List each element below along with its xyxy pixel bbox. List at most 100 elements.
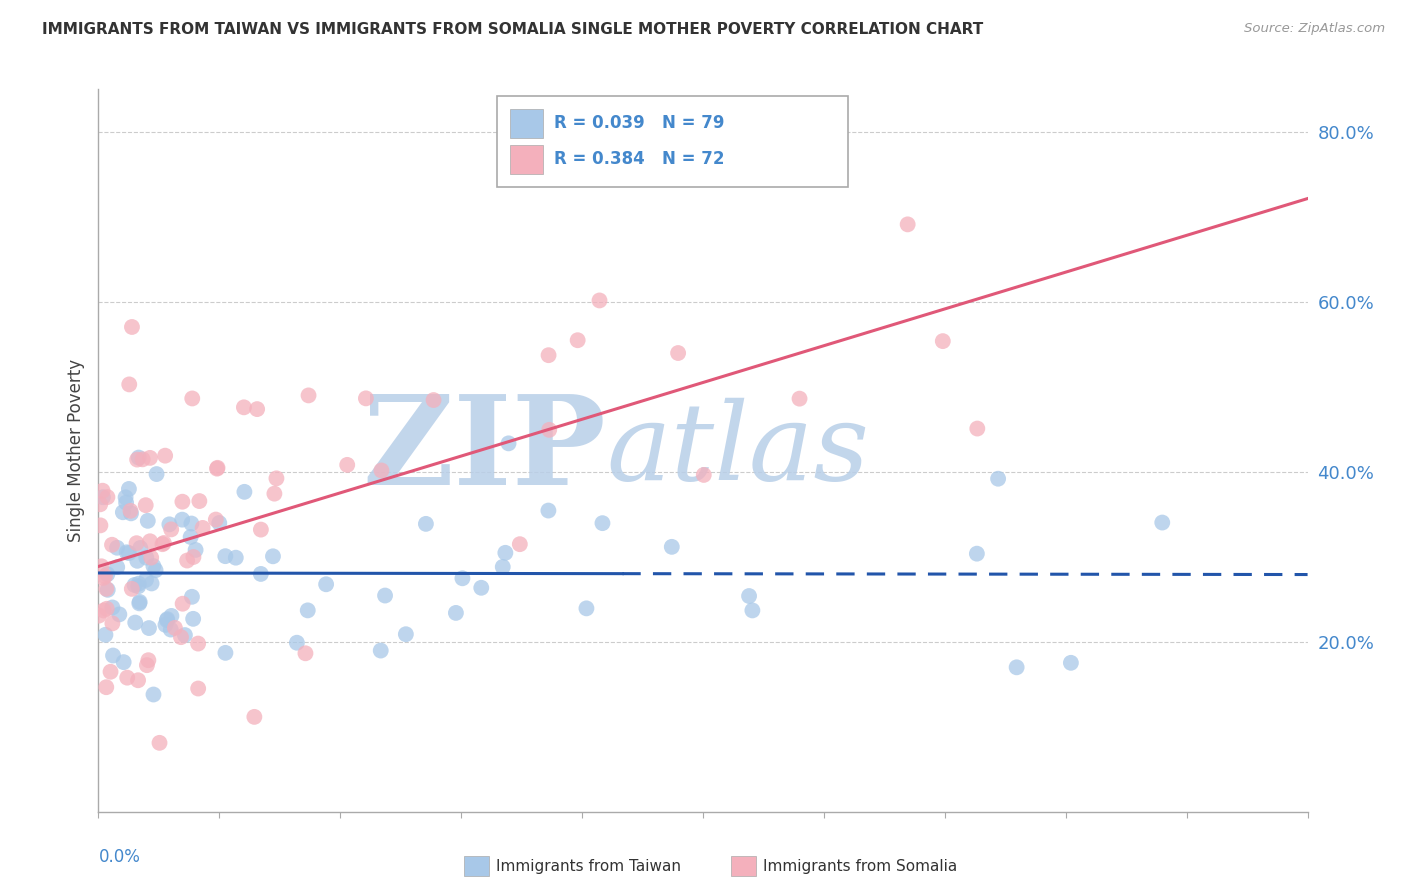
Point bbox=[250, 566, 273, 581]
Point bbox=[96, 490, 118, 504]
Point bbox=[225, 550, 247, 565]
Text: ZIP: ZIP bbox=[363, 390, 606, 511]
Point bbox=[1152, 516, 1174, 530]
Point bbox=[181, 590, 204, 604]
Point bbox=[188, 494, 211, 508]
Point bbox=[263, 486, 285, 500]
FancyBboxPatch shape bbox=[498, 96, 848, 186]
Point bbox=[233, 484, 256, 499]
Point bbox=[87, 608, 110, 623]
Point bbox=[172, 513, 194, 527]
Point bbox=[115, 671, 138, 685]
Point bbox=[207, 460, 229, 475]
Point bbox=[163, 621, 186, 635]
Point bbox=[105, 560, 128, 574]
Point bbox=[415, 516, 437, 531]
Point bbox=[148, 736, 170, 750]
Point bbox=[96, 680, 118, 694]
Point bbox=[1005, 660, 1028, 674]
Text: Immigrants from Taiwan: Immigrants from Taiwan bbox=[496, 859, 682, 873]
Point bbox=[966, 421, 988, 435]
Point bbox=[115, 545, 138, 559]
Point bbox=[297, 388, 319, 402]
FancyBboxPatch shape bbox=[509, 109, 543, 137]
Point bbox=[96, 582, 118, 596]
Point bbox=[138, 621, 160, 635]
Point bbox=[101, 538, 124, 552]
Point bbox=[159, 623, 181, 637]
Point bbox=[127, 673, 149, 688]
Point bbox=[174, 628, 197, 642]
Point bbox=[537, 503, 560, 517]
Point bbox=[537, 348, 560, 362]
Point bbox=[205, 512, 228, 526]
Point bbox=[214, 549, 236, 564]
Point bbox=[187, 681, 209, 696]
Point bbox=[741, 603, 763, 617]
Point bbox=[127, 452, 149, 467]
Point bbox=[661, 540, 683, 554]
Text: Immigrants from Somalia: Immigrants from Somalia bbox=[763, 859, 957, 873]
Point bbox=[395, 627, 418, 641]
Point bbox=[294, 646, 316, 660]
Point bbox=[184, 543, 207, 558]
Point bbox=[96, 601, 118, 615]
Point bbox=[101, 616, 124, 631]
Point bbox=[1060, 656, 1083, 670]
Point bbox=[575, 601, 598, 615]
Point bbox=[494, 546, 516, 560]
Point bbox=[128, 595, 150, 609]
Point bbox=[370, 643, 392, 657]
Point bbox=[138, 653, 160, 667]
Point bbox=[94, 569, 117, 583]
Point bbox=[142, 559, 165, 574]
Point bbox=[156, 613, 179, 627]
Point bbox=[336, 458, 359, 472]
Point bbox=[370, 463, 392, 477]
Text: R = 0.384   N = 72: R = 0.384 N = 72 bbox=[554, 150, 724, 169]
Point bbox=[90, 559, 112, 574]
Point bbox=[101, 600, 124, 615]
Point bbox=[693, 467, 716, 482]
Point bbox=[538, 423, 561, 437]
Point bbox=[127, 579, 149, 593]
Point bbox=[94, 628, 117, 642]
Point bbox=[966, 547, 988, 561]
Point bbox=[114, 491, 136, 505]
Point bbox=[176, 553, 198, 567]
Point bbox=[145, 467, 167, 481]
Point bbox=[492, 560, 515, 574]
Point bbox=[145, 563, 167, 577]
Point bbox=[156, 612, 179, 626]
Point bbox=[128, 596, 150, 610]
Point bbox=[112, 655, 135, 669]
Point bbox=[315, 577, 337, 591]
Point bbox=[91, 483, 114, 498]
Point bbox=[591, 516, 613, 530]
Point bbox=[141, 576, 163, 591]
Point bbox=[89, 518, 111, 533]
Point bbox=[100, 665, 122, 679]
Point bbox=[124, 578, 146, 592]
Point bbox=[118, 482, 141, 496]
Text: 0.0%: 0.0% bbox=[98, 847, 141, 866]
Point bbox=[180, 530, 202, 544]
Point bbox=[93, 603, 115, 617]
Point bbox=[567, 333, 589, 347]
Point bbox=[181, 612, 204, 626]
Point bbox=[120, 504, 142, 518]
Point bbox=[129, 541, 152, 555]
Point bbox=[128, 450, 150, 465]
Point bbox=[588, 293, 610, 308]
Point bbox=[181, 392, 204, 406]
Point bbox=[118, 546, 141, 560]
Point bbox=[262, 549, 284, 564]
Point bbox=[89, 497, 111, 511]
Point bbox=[105, 541, 128, 555]
Y-axis label: Single Mother Poverty: Single Mother Poverty bbox=[66, 359, 84, 542]
Point bbox=[135, 573, 157, 587]
Text: R = 0.039   N = 79: R = 0.039 N = 79 bbox=[554, 114, 724, 132]
Point bbox=[172, 494, 194, 508]
Point bbox=[666, 346, 689, 360]
Point bbox=[509, 537, 531, 551]
